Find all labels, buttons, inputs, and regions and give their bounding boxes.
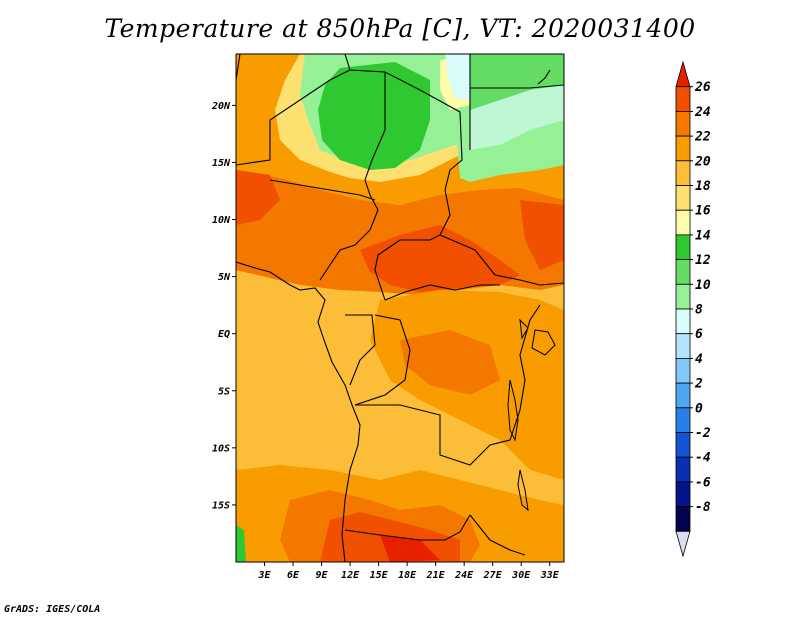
colorbar-segment (675, 185, 691, 211)
grads-credit: GrADS: IGES/COLA (4, 604, 101, 615)
colorbar-segment (675, 135, 691, 162)
colorbar-label: 20 (694, 154, 711, 169)
lon-label: 12E (341, 570, 360, 581)
lon-label: 30E (511, 570, 531, 581)
lat-label: 10S (212, 443, 230, 454)
map-plot-area (236, 54, 564, 562)
colorbar-segment (675, 382, 691, 409)
longitude-axis: 3E 6E 9E 12E 15E 18E 21E 24E 27E 30E 33E (257, 562, 560, 581)
lat-label: 5N (218, 272, 231, 283)
colorbar-label: 10 (695, 278, 711, 293)
lon-label: 33E (540, 570, 560, 581)
colorbar-label: 22 (694, 130, 711, 145)
lon-label: 24E (454, 570, 474, 581)
colorbar-segment (675, 160, 691, 186)
lon-label: 18E (398, 570, 417, 581)
lon-label: 9E (316, 570, 329, 581)
colorbar-label: -4 (695, 451, 711, 466)
colorbar-label: 8 (695, 303, 703, 318)
colorbar-label: 16 (695, 204, 711, 219)
lon-label: 3E (257, 570, 271, 581)
colorbar-segment (675, 86, 691, 112)
colorbar-segment (675, 357, 691, 384)
lat-label: EQ (218, 329, 230, 340)
colorbar-segment (675, 506, 691, 532)
colorbar-segment (675, 456, 691, 483)
colorbar-segment (675, 283, 691, 310)
coastlines-and-borders (236, 54, 564, 562)
colorbar-label: 2 (694, 377, 703, 392)
colorbar-segment (675, 432, 691, 458)
lon-label: 21E (426, 570, 446, 581)
colorbar-segment (675, 308, 691, 335)
colorbar-label: 26 (694, 80, 711, 95)
lat-label: 15N (212, 158, 231, 169)
colorbar-segment (675, 407, 691, 433)
lon-label: 27E (483, 570, 503, 581)
colorbar-label: 12 (695, 253, 711, 268)
colorbar-label: 6 (695, 327, 703, 342)
lat-label: 15S (212, 500, 230, 511)
colorbar-label: 4 (695, 352, 703, 367)
colorbar-segment (675, 111, 691, 137)
temperature-field (236, 54, 564, 562)
colorbar-upper-triangle (675, 60, 691, 88)
colorbar-lower-triangle (675, 530, 691, 558)
colorbar-label: 0 (695, 401, 703, 416)
colorbar-segment (675, 209, 691, 236)
colorbar-label: -6 (695, 475, 711, 490)
west-african-coastline (236, 261, 361, 562)
colorbar-segment (675, 234, 691, 260)
colorbar-label: 24 (694, 105, 711, 120)
great-lakes (507, 318, 556, 512)
lat-label: 10N (212, 215, 231, 226)
colorbar-segment (675, 333, 691, 359)
colorbar-label: 18 (695, 179, 711, 194)
colorbar-label: 14 (695, 228, 711, 243)
colorbar-segment (675, 259, 691, 285)
lat-label: 20N (211, 101, 231, 112)
colorbar-segment (675, 481, 691, 507)
latitude-axis: 20N 15N 10N 5N EQ 5S 10S 15S (211, 101, 236, 511)
map-frame (235, 53, 565, 563)
lat-label: 5S (218, 386, 230, 397)
colorbar-label: -8 (695, 500, 711, 515)
colorbar-label: -2 (695, 426, 711, 441)
lon-label: 15E (370, 570, 389, 581)
map-title: Temperature at 850hPa [C], VT: 202003140… (104, 14, 696, 43)
lon-label: 6E (287, 570, 300, 581)
